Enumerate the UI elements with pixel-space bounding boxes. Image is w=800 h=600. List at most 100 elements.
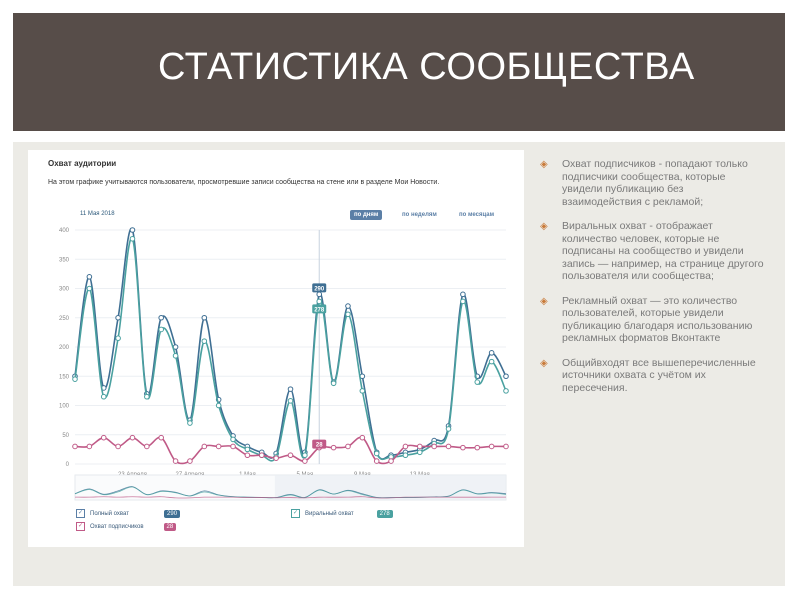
data-point	[86, 443, 93, 450]
data-point	[129, 235, 136, 242]
data-point	[86, 285, 93, 292]
data-point	[373, 458, 380, 464]
slide-title: СТАТИСТИКА СООБЩЕСТВА	[158, 46, 695, 88]
y-tick-label: 350	[59, 257, 70, 263]
highlight-badge-bg	[312, 304, 327, 314]
legend-value: 290	[164, 509, 181, 518]
data-point	[129, 227, 136, 233]
legend-item-viral-reach[interactable]: ✓ Виральный охват 278	[291, 509, 393, 518]
data-point	[158, 434, 164, 441]
y-tick-label: 250	[59, 316, 70, 322]
data-point	[72, 443, 78, 450]
data-point	[345, 311, 351, 318]
data-point	[201, 338, 208, 344]
data-point	[158, 326, 164, 333]
highlight-badge: 28	[316, 443, 323, 449]
series-line-0	[74, 227, 507, 460]
data-point	[460, 298, 466, 305]
data-point	[287, 452, 294, 459]
data-point	[345, 443, 351, 450]
data-point	[215, 443, 222, 450]
navigator-line	[74, 496, 507, 499]
data-point	[302, 458, 308, 464]
navigator-window	[274, 475, 506, 500]
data-point	[230, 443, 236, 450]
data-point	[187, 458, 193, 464]
data-point	[503, 388, 509, 394]
highlight-badge-bg	[312, 439, 327, 449]
list-item: ◈ Охват подписчиков - попадают только под…	[540, 158, 748, 208]
data-point	[302, 452, 308, 459]
legend-label: Виральный охват	[305, 510, 354, 517]
series-line-1	[74, 237, 507, 462]
data-point	[201, 443, 208, 450]
highlight-badge: 278	[314, 307, 325, 313]
by-day-button[interactable]: по дням	[350, 210, 383, 220]
reach-chart: 40035030025020015010050023 Апреля27 Апре…	[59, 227, 509, 501]
y-tick-label: 400	[59, 228, 70, 234]
data-point	[100, 434, 107, 441]
data-point	[287, 398, 294, 404]
legend-item-subscribers-reach[interactable]: ✓ Охват подписчиков 28	[76, 522, 177, 531]
data-point	[460, 444, 466, 451]
diamond-bullet-icon: ◈	[540, 295, 548, 307]
data-point	[402, 452, 409, 459]
checkbox-icon[interactable]: ✓	[76, 509, 85, 518]
legend-label: Полный охват	[90, 510, 130, 517]
y-tick-label: 150	[59, 374, 70, 380]
legend-value: 28	[163, 522, 177, 531]
legend-value: 278	[376, 509, 393, 518]
date-label: 11 Мая 2018	[80, 211, 115, 217]
data-point	[345, 303, 351, 309]
data-point	[488, 358, 495, 365]
y-tick-label: 300	[59, 287, 70, 293]
data-point	[287, 386, 294, 392]
data-point	[115, 335, 121, 342]
data-point	[258, 452, 265, 459]
data-point	[417, 443, 423, 450]
data-point	[330, 380, 337, 387]
data-point	[244, 452, 251, 459]
data-point	[72, 376, 78, 382]
data-point	[158, 314, 164, 321]
data-point	[230, 436, 236, 443]
diamond-bullet-icon: ◈	[540, 357, 548, 369]
panel-description: На этом графике учитываются пользователи…	[48, 179, 440, 186]
data-point	[129, 434, 136, 441]
data-point	[488, 443, 495, 450]
data-point	[316, 298, 323, 305]
diamond-bullet-icon: ◈	[540, 159, 548, 170]
data-point	[316, 291, 323, 298]
data-point	[503, 373, 509, 380]
legend-item-full-reach[interactable]: ✓ Полный охват 290	[76, 509, 181, 518]
data-point	[503, 443, 509, 450]
bullet-list: ◈ Охват подписчиков - попадают только под…	[540, 158, 765, 406]
y-tick-label: 200	[59, 345, 70, 351]
data-point	[144, 443, 150, 450]
slide-header: СТАТИСТИКА СООБЩЕСТВА	[13, 13, 785, 131]
highlight-badge: 290	[314, 286, 325, 292]
by-month-button[interactable]: по месяцам	[459, 212, 495, 218]
checkbox-icon[interactable]: ✓	[291, 509, 300, 518]
checkbox-icon[interactable]: ✓	[76, 522, 85, 531]
data-point	[86, 274, 93, 280]
data-point	[359, 434, 366, 441]
data-point	[172, 352, 179, 359]
data-point	[388, 458, 394, 464]
highlight-badge-bg	[312, 283, 327, 293]
data-point	[115, 314, 121, 321]
data-point	[330, 444, 337, 451]
legend-label: Охват подписчиков	[90, 523, 144, 530]
data-point	[445, 426, 452, 432]
data-point	[187, 420, 193, 426]
list-item: ◈ Общийвходят все вышеперечисленные источ…	[540, 356, 756, 394]
data-point	[474, 444, 481, 451]
data-point	[115, 443, 121, 450]
data-point	[402, 443, 409, 450]
diamond-bullet-icon: ◈	[540, 221, 548, 232]
by-week-button[interactable]: по неделям	[402, 212, 437, 218]
panel-title: Охват аудитории	[48, 159, 117, 168]
data-point	[488, 350, 495, 356]
y-tick-label: 50	[62, 433, 69, 439]
data-point	[359, 388, 366, 394]
